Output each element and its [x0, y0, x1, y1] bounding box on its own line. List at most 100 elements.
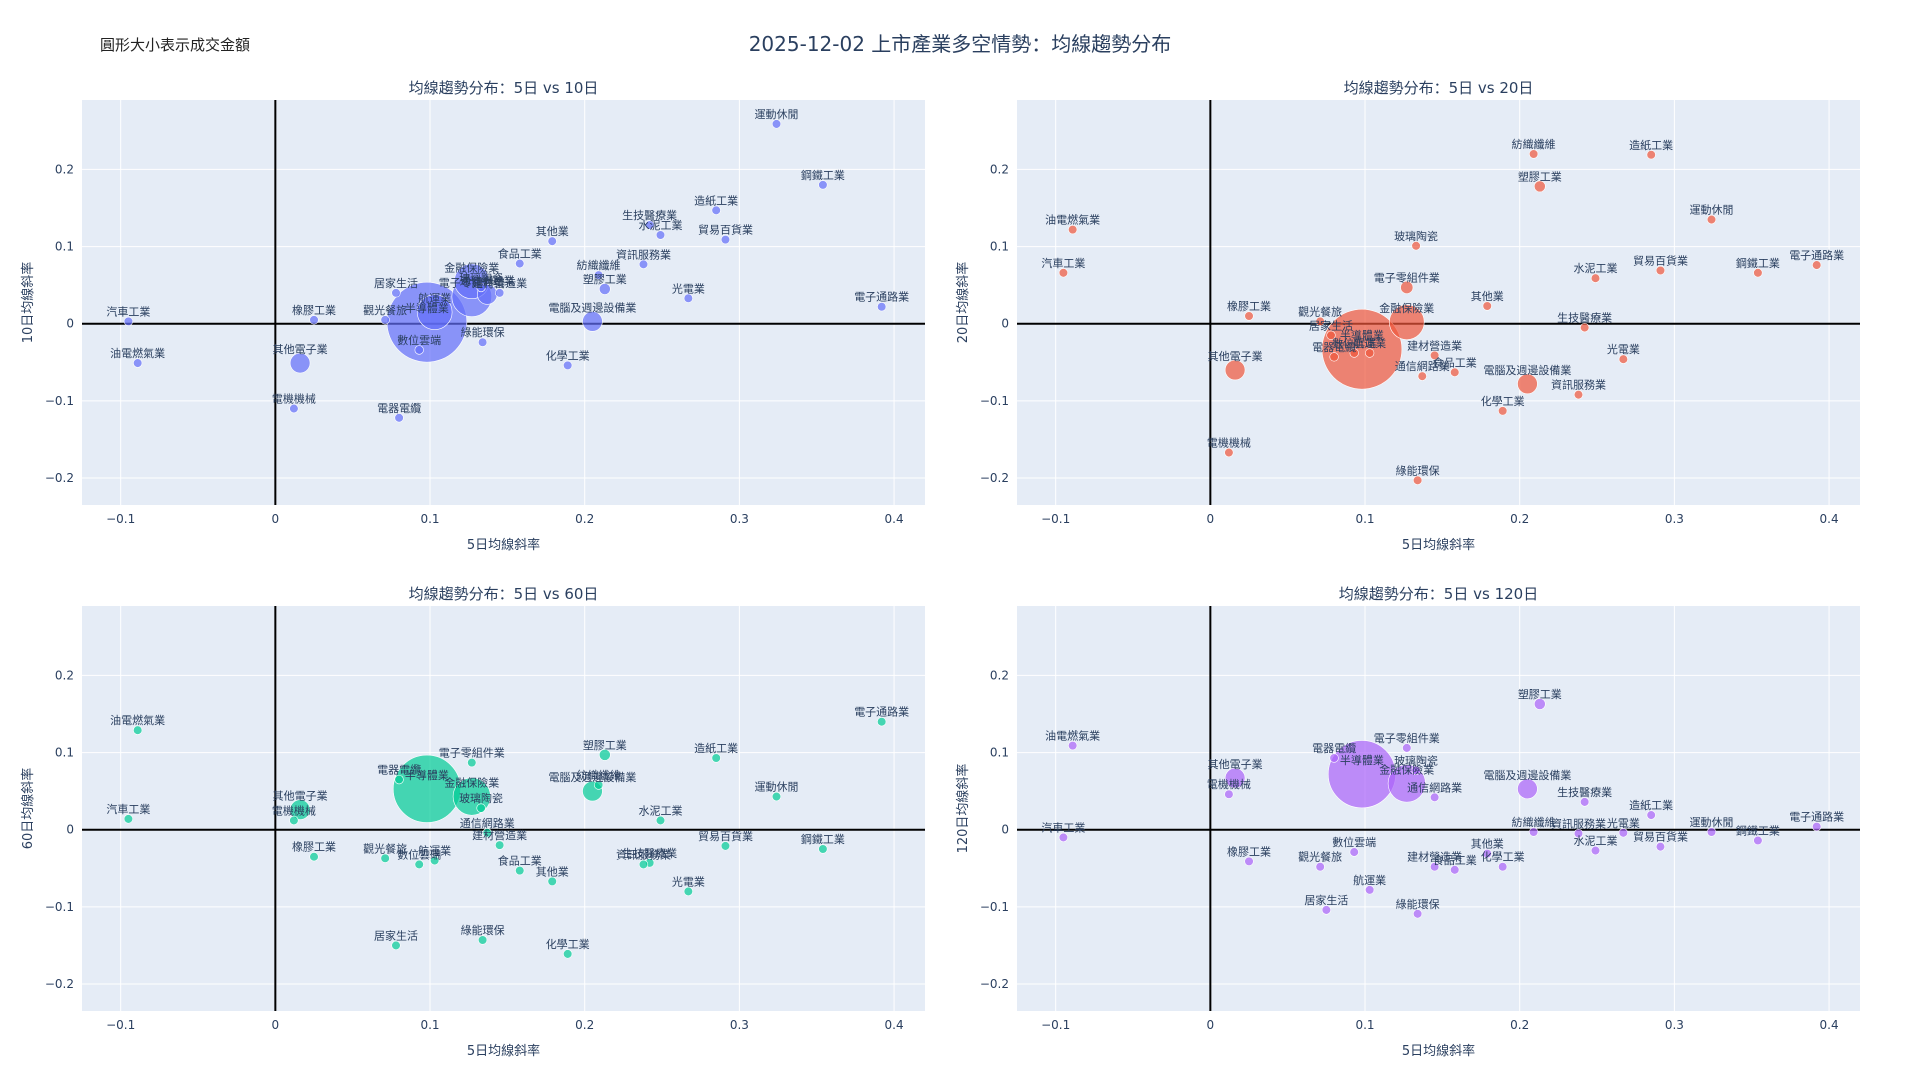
- data-point: [495, 288, 505, 298]
- point-label: 通信網路業: [1407, 780, 1462, 794]
- point-label: 生技醫療業: [622, 846, 677, 860]
- x-tick-label: 0.3: [730, 512, 749, 526]
- data-point: [1655, 265, 1666, 276]
- data-point: [1533, 180, 1546, 193]
- point-label: 其他電子業: [273, 790, 328, 803]
- x-tick-label: 0.3: [1665, 512, 1684, 526]
- data-point: [547, 236, 557, 246]
- data-point: [476, 803, 486, 813]
- data-point: [1412, 475, 1423, 485]
- data-point: [598, 749, 611, 761]
- point-label: 航運業: [418, 291, 451, 305]
- data-point: [1068, 741, 1078, 751]
- point-label: 資訊服務業: [1551, 817, 1606, 831]
- data-point: [515, 258, 525, 269]
- point-label: 電子零組件業: [439, 277, 505, 290]
- point-label: 汽車工業: [1041, 820, 1085, 834]
- y-tick-label: 0: [66, 823, 74, 837]
- x-axis-label: 5日均線斜率: [467, 537, 540, 553]
- x-tick-label: −0.1: [106, 1018, 135, 1032]
- plot-area: [1017, 606, 1860, 1011]
- point-label: 金融保險業: [444, 260, 499, 274]
- point-label: 建材營造業: [1407, 850, 1462, 864]
- y-tick-label: −0.2: [45, 471, 74, 485]
- data-point: [1315, 316, 1325, 327]
- data-point: [1224, 359, 1246, 381]
- y-tick-label: 0.1: [990, 240, 1009, 254]
- point-label: 其他電子業: [1208, 350, 1263, 363]
- y-tick-label: 0.1: [55, 746, 74, 760]
- point-label: 塑膠工業: [1518, 687, 1562, 701]
- point-label: 電器電纜: [1312, 741, 1356, 755]
- point-label: 其他電子業: [1208, 758, 1263, 771]
- point-label: 半導體業: [405, 768, 449, 782]
- y-tick-label: −0.2: [980, 471, 1009, 485]
- data-point: [482, 828, 492, 838]
- data-point: [1529, 827, 1539, 837]
- data-point: [1058, 832, 1069, 843]
- x-tick-label: 0.3: [730, 1018, 749, 1032]
- x-tick-label: 0.4: [885, 512, 904, 526]
- x-tick-label: 0.4: [1820, 512, 1839, 526]
- x-tick-label: 0.1: [420, 512, 439, 526]
- plot-area: [1017, 100, 1860, 505]
- point-label: 生技醫療業: [622, 208, 677, 222]
- x-tick-label: −0.1: [106, 512, 135, 526]
- point-label: 光電業: [672, 281, 705, 295]
- point-label: 居家生活: [374, 928, 418, 942]
- subplot-title: 均線趨勢分布：5日 vs 60日: [409, 585, 599, 603]
- point-label: 水泥工業: [638, 804, 682, 817]
- data-point: [1412, 909, 1423, 919]
- point-label: 化學工業: [546, 937, 590, 951]
- data-point: [1365, 348, 1375, 358]
- point-label: 運動休閒: [755, 107, 799, 121]
- point-label: 油電燃氣業: [1045, 729, 1100, 743]
- subplot-title: 均線趨勢分布：5日 vs 10日: [409, 79, 599, 97]
- data-point: [711, 205, 721, 215]
- point-label: 半導體業: [405, 301, 449, 315]
- point-label: 居家生活: [1309, 318, 1353, 332]
- data-point: [1655, 842, 1666, 852]
- data-point: [467, 757, 477, 768]
- data-point: [380, 853, 390, 863]
- y-axis-label: 20日均線斜率: [955, 262, 971, 344]
- point-label: 汽車工業: [106, 802, 150, 816]
- point-label: 電子零組件業: [1374, 732, 1440, 745]
- x-tick-label: 0.2: [1510, 512, 1529, 526]
- data-point: [1573, 390, 1584, 400]
- point-label: 化學工業: [1481, 394, 1525, 408]
- x-axis-label: 5日均線斜率: [1402, 1043, 1475, 1059]
- data-point: [123, 814, 134, 824]
- data-point: [1812, 260, 1822, 270]
- point-label: 鋼鐵工業: [801, 832, 845, 846]
- data-point: [711, 753, 721, 763]
- point-label: 電子通路業: [854, 706, 909, 719]
- x-tick-label: 0.1: [1355, 1018, 1374, 1032]
- data-point: [1498, 862, 1508, 872]
- data-point: [1224, 447, 1234, 458]
- x-tick-label: −0.1: [1041, 512, 1070, 526]
- x-tick-label: 0: [1207, 512, 1215, 526]
- y-tick-label: −0.2: [45, 977, 74, 991]
- data-point: [476, 282, 486, 293]
- point-label: 造紙工業: [1629, 798, 1673, 812]
- point-label: 汽車工業: [106, 304, 150, 318]
- y-tick-label: −0.1: [980, 394, 1009, 408]
- point-label: 半導體業: [1340, 753, 1384, 767]
- point-label: 綠能環保: [461, 325, 505, 339]
- data-point: [1349, 348, 1359, 358]
- data-point: [594, 270, 604, 280]
- point-label: 汽車工業: [1041, 256, 1085, 270]
- data-point: [1618, 354, 1628, 364]
- data-point: [1430, 792, 1440, 802]
- data-point: [563, 360, 573, 370]
- data-point: [655, 815, 666, 826]
- data-point: [1244, 311, 1254, 321]
- y-axis-label: 10日均線斜率: [20, 262, 36, 344]
- point-label: 觀光餐旅: [1298, 304, 1342, 318]
- data-point: [1326, 330, 1336, 340]
- data-point: [645, 220, 655, 230]
- x-tick-label: 0.3: [1665, 1018, 1684, 1032]
- point-label: 紡織纖維: [1512, 815, 1556, 829]
